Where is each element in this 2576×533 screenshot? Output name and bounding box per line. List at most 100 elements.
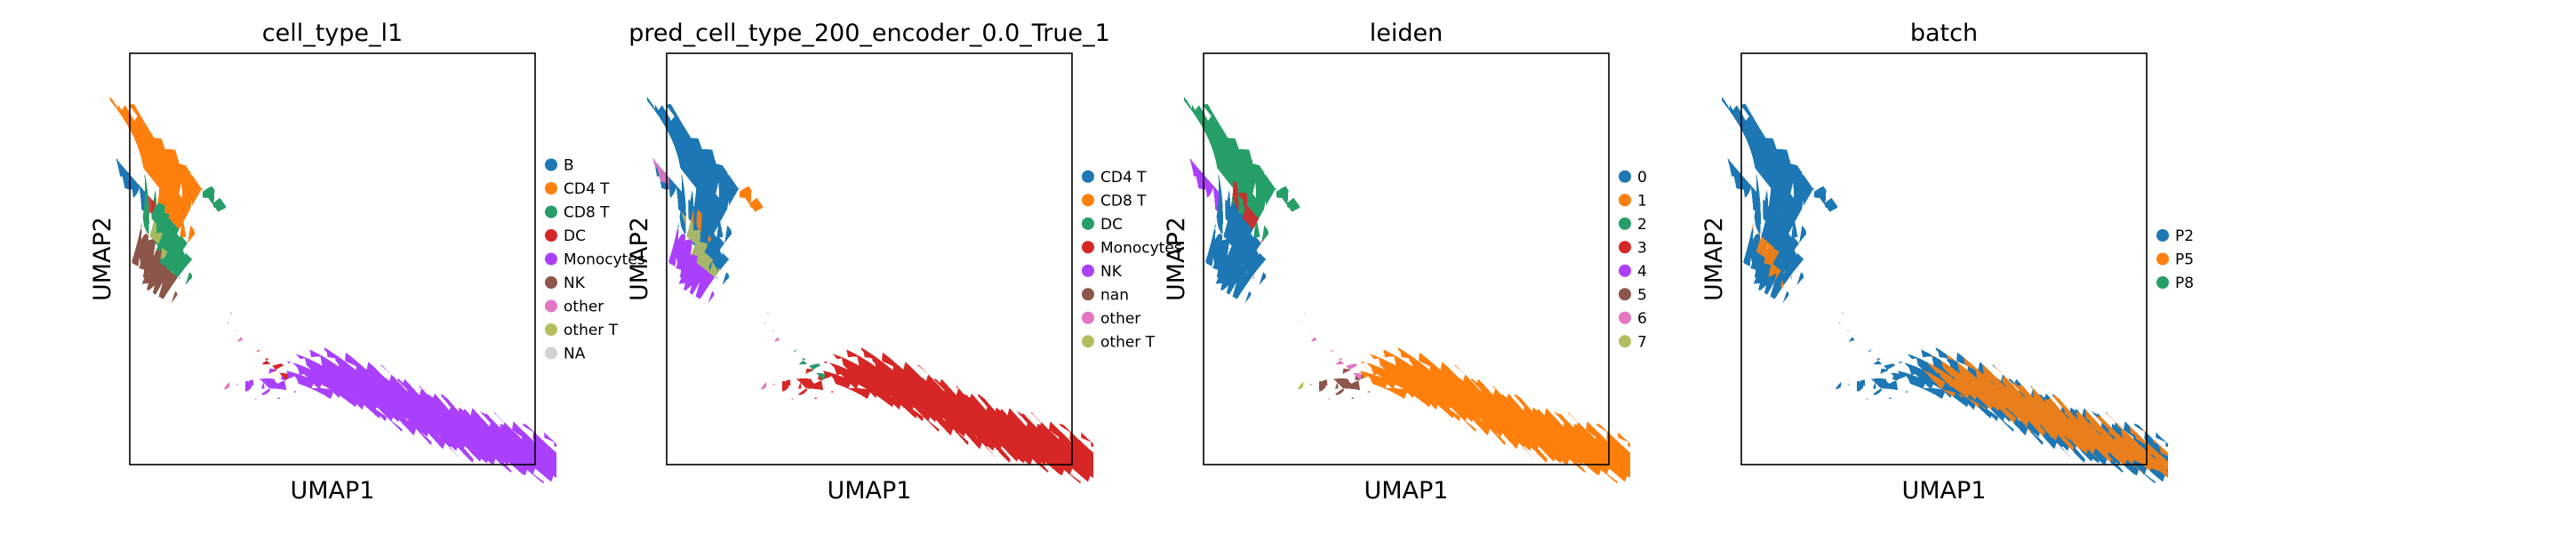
legend-marker [545, 346, 557, 360]
cluster-rblob [961, 418, 972, 434]
cluster-upper [164, 91, 256, 261]
legend-marker [545, 323, 557, 336]
legend-marker [1619, 194, 1631, 207]
cluster-mtop [1846, 74, 1876, 108]
legend-marker [545, 252, 557, 266]
legend-marker [1619, 264, 1631, 277]
legend-label: 6 [1637, 310, 1647, 328]
cluster-accent-1 [206, 314, 240, 352]
legend-marker [1082, 217, 1094, 230]
cluster-upper [701, 91, 793, 261]
legend-label: 0 [1637, 169, 1647, 187]
legend-label: 4 [1637, 263, 1647, 281]
cluster-mtop [772, 74, 802, 108]
legend-marker [545, 299, 557, 313]
legend-marker [1082, 264, 1094, 277]
legend-marker [1619, 335, 1631, 348]
cluster-accent-2 [185, 258, 203, 284]
legend-marker [545, 276, 557, 289]
legend-label: other [1100, 310, 1140, 328]
cluster-rarm [2033, 290, 2083, 313]
legend-label: DC [1100, 216, 1123, 234]
cluster-rstem [459, 362, 468, 411]
legend-marker [1082, 194, 1094, 207]
panel-1-ylabel: UMAP2 [89, 217, 116, 301]
legend-marker [1619, 288, 1631, 301]
cluster-mtop [235, 74, 265, 108]
panel-1-frame [129, 52, 536, 465]
cluster-rbig [436, 91, 519, 300]
legend-label: P2 [2175, 227, 2194, 245]
umap-panel-4-points [1759, 74, 2131, 449]
legend-label: 7 [1637, 333, 1647, 351]
cluster-leftblob [148, 256, 188, 299]
legend-label: B [564, 157, 574, 175]
cluster-rbig [1510, 91, 1593, 300]
panel-3-ylabel: UMAP2 [1163, 217, 1190, 301]
legend-marker [1082, 311, 1094, 324]
legend-marker [2156, 276, 2169, 289]
legend-label: CD4 T [564, 180, 610, 198]
panel-2-frame [666, 52, 1073, 465]
cluster-mtop [1308, 74, 1339, 108]
legend-label: 5 [1637, 286, 1647, 304]
cluster-rarm [958, 290, 1008, 313]
legend-marker [545, 158, 557, 171]
cluster-speck2 [1992, 314, 2001, 322]
cluster-rtail [2073, 291, 2094, 365]
panel-3-frame [1203, 52, 1610, 465]
legend-label: 1 [1637, 192, 1647, 210]
panel-2-ylabel: UMAP2 [626, 217, 653, 301]
legend-marker [1082, 241, 1094, 254]
umap-panel-3-points [1221, 74, 1593, 449]
panel-4-title: batch [1910, 20, 1978, 47]
legend-label: NK [1100, 263, 1123, 281]
cluster-leftblob [1759, 256, 1799, 299]
cluster-accent-1 [2053, 107, 2119, 243]
cluster-speck2 [380, 314, 389, 322]
cluster-speck2 [917, 314, 926, 322]
cluster-leftblob [1221, 256, 1261, 299]
panel-4-frame [1740, 52, 2148, 465]
legend-label: NK [564, 274, 586, 292]
panel-2-xlabel: UMAP1 [828, 477, 912, 505]
cluster-accent-2 [1814, 338, 1876, 394]
panel-4-xlabel: UMAP1 [1902, 477, 1987, 505]
cluster-rarm [421, 290, 471, 313]
legend-marker [1619, 217, 1631, 230]
legend-label: P5 [2175, 251, 2194, 269]
legend-label: other T [564, 322, 619, 339]
legend-label: DC [564, 227, 586, 245]
cluster-mid [1809, 234, 1893, 363]
legend-label: CD4 T [1100, 169, 1147, 187]
panel-3-xlabel: UMAP1 [1364, 477, 1449, 505]
cluster-speck2 [1454, 314, 1463, 322]
cluster-accent-2 [754, 266, 772, 300]
legend-marker [2156, 252, 2169, 266]
legend-label: CD8 T [1100, 192, 1147, 210]
cluster-speck1 [369, 298, 378, 306]
legend-marker [1082, 335, 1094, 348]
legend-label: 2 [1637, 216, 1647, 234]
legend-label: P8 [2175, 274, 2194, 292]
cluster-rstem [996, 362, 1005, 411]
legend-marker [1619, 241, 1631, 254]
cluster-bottom [1269, 355, 1352, 449]
legend-label: other T [1100, 333, 1156, 351]
cluster-rarm [1495, 290, 1545, 313]
panel-1-title: cell_type_l1 [262, 20, 403, 47]
legend-label: Monocytes [564, 251, 645, 269]
panel-3-title: leiden [1370, 20, 1443, 47]
cluster-speck1 [906, 298, 915, 306]
cluster-rbig [973, 91, 1056, 300]
cluster-accent-3 [689, 266, 707, 292]
cluster-speck1 [1443, 298, 1452, 306]
panel-1-xlabel: UMAP1 [291, 477, 375, 505]
legend-label: other [564, 298, 604, 316]
legend-label: nan [1100, 286, 1129, 304]
cluster-mid [1271, 234, 1356, 363]
legend-label: 3 [1637, 239, 1647, 257]
cluster-bottom [732, 355, 815, 449]
legend-marker [545, 229, 557, 242]
